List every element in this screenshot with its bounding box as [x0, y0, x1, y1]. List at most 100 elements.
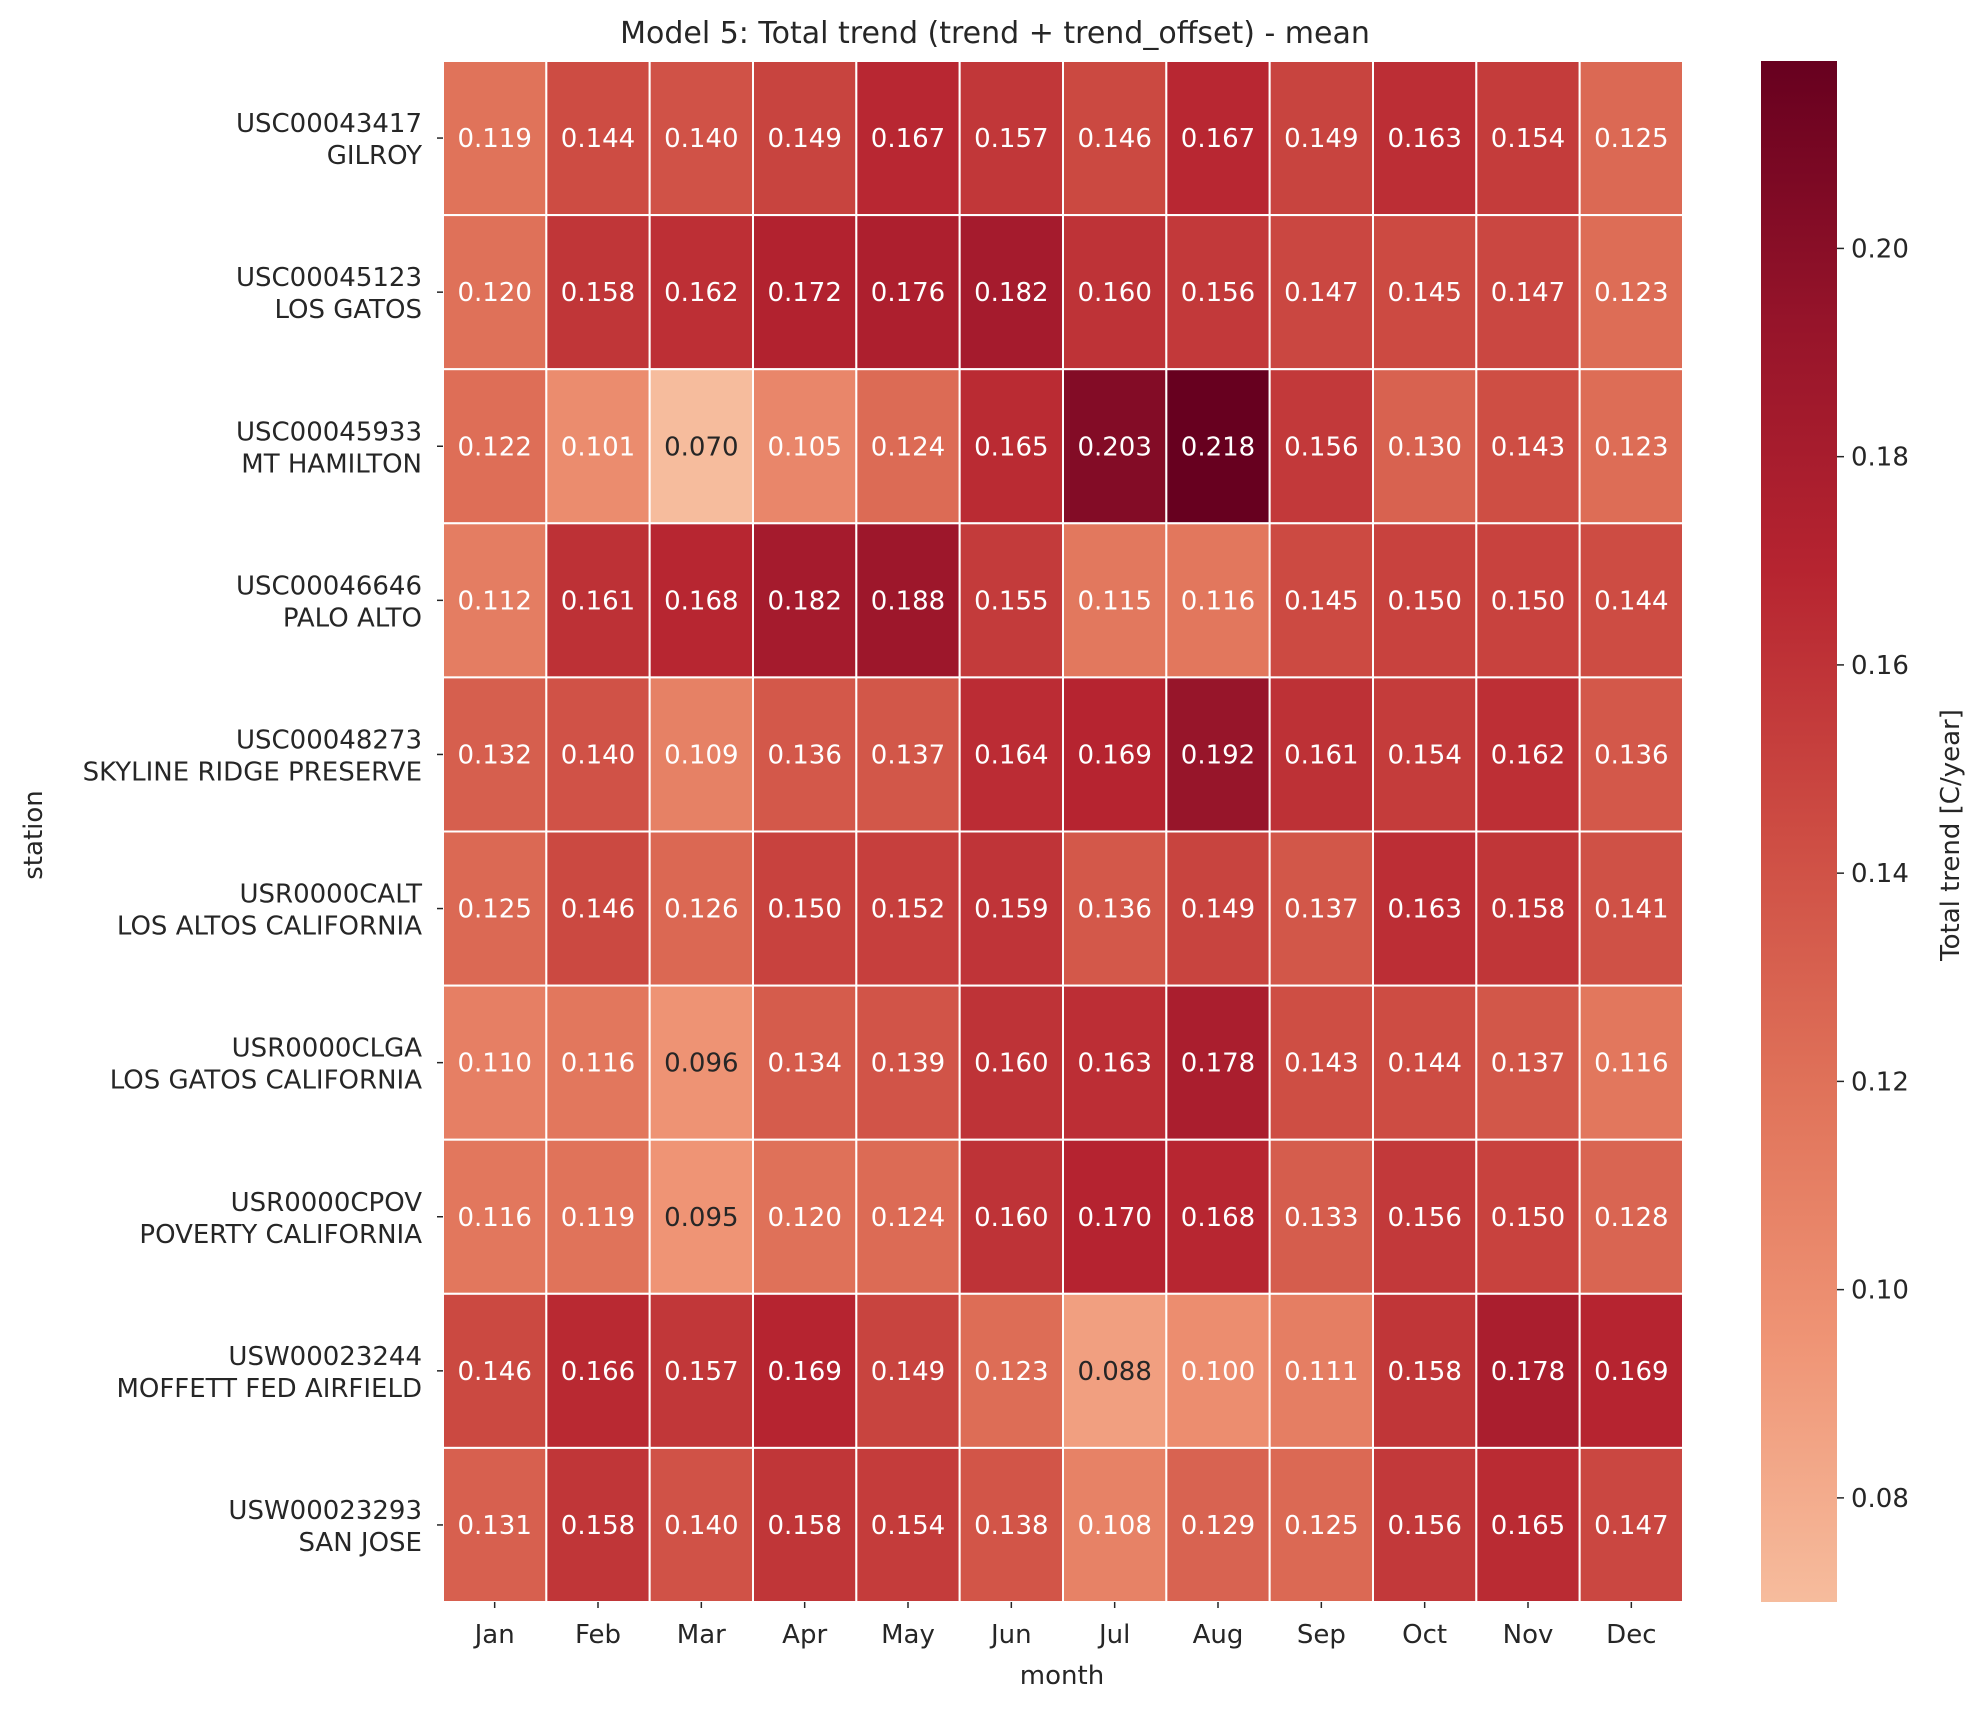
cell-value-label: 0.145 [1387, 278, 1461, 308]
heatmap-cell [648, 60, 755, 217]
heatmap-cell [1475, 984, 1581, 1141]
station-id-label: USC00046646 [236, 571, 422, 601]
station-name-label: LOS GATOS CALIFORNIA [110, 1066, 423, 1096]
cell-value-label: 0.123 [1594, 278, 1668, 308]
cell-value-label: 0.129 [1181, 1511, 1255, 1541]
heatmap-cell-labels: 0.119 0.144 0.140 0.149 0.167 0.157 0.146 0.167… [457, 124, 1668, 1541]
cell-value-label: 0.116 [1594, 1049, 1668, 1079]
cell-value-label: 0.158 [561, 278, 635, 308]
station-id-label: USW00023244 [228, 1342, 422, 1372]
heatmap-cell [1268, 1292, 1374, 1449]
heatmap-cell [1578, 214, 1684, 371]
station-id-label: USR0000CALT [240, 880, 423, 910]
cell-value-label: 0.131 [457, 1511, 531, 1541]
cell-value-label: 0.158 [1491, 895, 1565, 925]
heatmap-cell [545, 214, 651, 371]
cell-value-label: 0.125 [457, 895, 531, 925]
heatmap-cell [1062, 522, 1168, 679]
heatmap-cell [1475, 1138, 1581, 1295]
heatmap-cell [1062, 676, 1168, 833]
cell-value-label: 0.123 [1594, 432, 1668, 462]
cell-value-label: 0.158 [1387, 1357, 1461, 1387]
cell-value-label: 0.119 [561, 1203, 635, 1233]
colorbar-ticks: 0.08 0.10 0.12 0.14 0.16 0.18 0.20 [1837, 234, 1909, 1514]
heatmap-cell [442, 60, 548, 217]
heatmap-cell [1062, 368, 1168, 525]
month-tick-label: Dec [1606, 1620, 1656, 1650]
cell-value-label: 0.218 [1181, 432, 1255, 462]
cell-value-label: 0.147 [1594, 1511, 1668, 1541]
heatmap-cell [442, 1292, 548, 1449]
station-name-label: GILROY [327, 141, 422, 171]
heatmap-cell [752, 368, 858, 525]
heatmap-cell [545, 676, 651, 833]
cell-value-label: 0.158 [561, 1511, 635, 1541]
heatmap-cell [442, 676, 548, 833]
heatmap-cell [855, 368, 961, 525]
heatmap-cell [1578, 984, 1684, 1141]
cell-value-label: 0.169 [1077, 740, 1151, 770]
cell-value-label: 0.136 [1594, 740, 1668, 770]
cell-value-label: 0.138 [974, 1511, 1048, 1541]
heatmap-cell [1165, 676, 1271, 833]
heatmap-cell [1268, 830, 1374, 987]
station-id-label: USC00045933 [236, 417, 422, 447]
heatmap-cell [1372, 830, 1478, 987]
cell-value-label: 0.140 [664, 124, 738, 154]
heatmap-cell [1578, 368, 1684, 525]
heatmap-cell [855, 214, 961, 371]
heatmap-cell [1062, 1292, 1168, 1449]
cell-value-label: 0.163 [1387, 124, 1461, 154]
cell-value-label: 0.112 [457, 586, 531, 616]
heatmap-cell [958, 830, 1065, 987]
heatmap-cell [752, 1292, 858, 1449]
cell-value-label: 0.170 [1077, 1203, 1151, 1233]
heatmap-cell [752, 522, 858, 679]
cell-value-label: 0.169 [767, 1357, 841, 1387]
cell-value-label: 0.120 [767, 1203, 841, 1233]
month-tick-label: May [881, 1620, 935, 1650]
cell-value-label: 0.150 [1491, 1203, 1565, 1233]
colorbar-tick-label: 0.20 [1851, 234, 1909, 264]
cell-value-label: 0.164 [974, 740, 1048, 770]
cell-value-label: 0.144 [1594, 586, 1668, 616]
month-tick-label: Aug [1193, 1620, 1244, 1650]
month-tick-label: Jan [473, 1620, 515, 1650]
heatmap-cell [1372, 60, 1478, 217]
heatmap-cell [545, 1292, 651, 1449]
cell-value-label: 0.160 [974, 1203, 1048, 1233]
heatmap-cell [958, 522, 1065, 679]
cell-value-label: 0.088 [1077, 1357, 1151, 1387]
cell-value-label: 0.147 [1284, 278, 1358, 308]
heatmap-cell [1372, 984, 1478, 1141]
heatmap-cell [1475, 522, 1581, 679]
heatmap-cell [752, 214, 858, 371]
cell-value-label: 0.149 [1181, 895, 1255, 925]
cell-value-label: 0.124 [871, 1203, 945, 1233]
heatmap-cell [545, 60, 651, 217]
heatmap-cell [1578, 60, 1684, 217]
colorbar-tick-label: 0.18 [1851, 443, 1909, 473]
heatmap-cell [958, 984, 1065, 1141]
cell-value-label: 0.111 [1284, 1357, 1358, 1387]
cell-value-label: 0.192 [1181, 740, 1255, 770]
station-id-label: USR0000CLGA [232, 1034, 423, 1064]
heatmap-cell [545, 984, 651, 1141]
cell-value-label: 0.115 [1077, 586, 1151, 616]
colorbar [1761, 61, 1837, 1602]
heatmap-cell [648, 368, 755, 525]
heatmap-cell [1268, 984, 1374, 1141]
month-tick-label: Apr [782, 1620, 827, 1650]
x-axis-label: month [1020, 1661, 1104, 1691]
station-name-label: MOFFETT FED AIRFIELD [116, 1374, 422, 1404]
cell-value-label: 0.150 [1387, 586, 1461, 616]
heatmap-cell [1578, 830, 1684, 987]
heatmap-cell [855, 984, 961, 1141]
cell-value-label: 0.158 [767, 1511, 841, 1541]
station-id-label: USC00045123 [236, 263, 422, 293]
cell-value-label: 0.137 [1491, 1049, 1565, 1079]
month-tick-label: Feb [575, 1620, 621, 1650]
heatmap-cell [1062, 1446, 1168, 1604]
month-tick-label: Jul [1097, 1620, 1130, 1650]
